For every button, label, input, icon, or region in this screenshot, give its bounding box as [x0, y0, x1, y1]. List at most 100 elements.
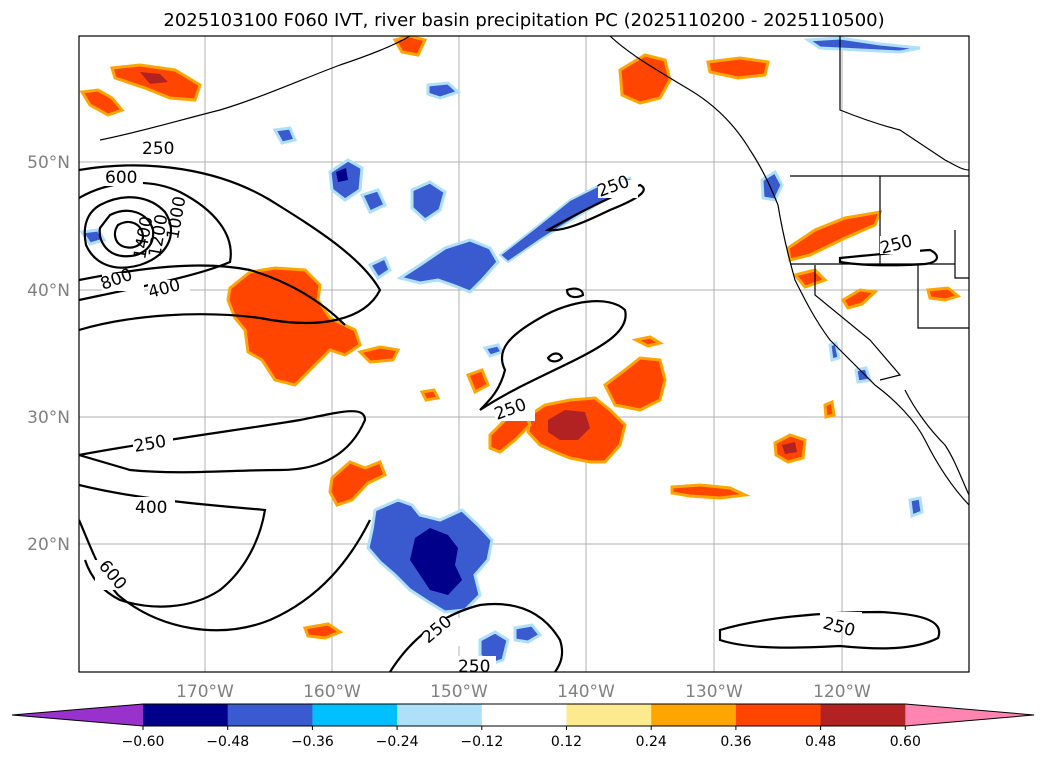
- colorbar-tick-label: −0.48: [206, 734, 249, 750]
- colorbar-swatch: [651, 704, 737, 726]
- precip-blob: [782, 442, 797, 454]
- coastline: [99, 36, 411, 141]
- precip-blob: [272, 126, 298, 145]
- precip-blob: [79, 88, 125, 117]
- colorbar-extend-high: [905, 704, 1034, 726]
- colorbar-swatch: [227, 704, 313, 726]
- colorbar-swatch: [735, 704, 822, 726]
- precip-blob: [336, 168, 348, 182]
- precip-blob: [631, 335, 664, 348]
- precip-blob: [603, 356, 667, 412]
- label-halo: [140, 139, 180, 157]
- colorbar-swatch: [397, 704, 483, 726]
- label-halo: [880, 236, 920, 254]
- precip-blob: [670, 483, 751, 500]
- ivt-contour: [79, 264, 346, 326]
- contour-label: 600: [105, 168, 137, 188]
- coastline: [904, 389, 969, 496]
- precip-blob: [367, 255, 392, 281]
- colorbar-swatch: [566, 704, 652, 726]
- precip-blob: [803, 36, 921, 54]
- precip-blob: [302, 622, 344, 640]
- precip-blob: [466, 368, 490, 395]
- label-halo: [133, 497, 175, 515]
- lat-label: 30°N: [27, 408, 70, 428]
- colorbar-tick-label: −0.36: [291, 734, 334, 750]
- label-halo: [456, 656, 496, 672]
- colorbar-tick-label: 0.36: [720, 734, 751, 750]
- precip-blob: [548, 410, 590, 440]
- lat-label: 20°N: [27, 535, 70, 555]
- ivt-contours: [79, 164, 941, 672]
- ivt-contour: [718, 610, 941, 650]
- colorbar-swatch: [312, 704, 398, 726]
- ivt-contour: [113, 220, 145, 249]
- precip-blob: [926, 286, 962, 302]
- colorbar-tick-label: 0.12: [551, 734, 582, 750]
- contour-label: 250: [142, 139, 174, 159]
- contour-label: 250: [458, 657, 490, 677]
- ivt-contour: [83, 196, 173, 269]
- ivt-contour: [544, 183, 645, 232]
- precip-blob: [359, 188, 387, 214]
- precip-blob: [226, 266, 362, 387]
- label-halo: [422, 618, 462, 646]
- precip-blob: [410, 528, 462, 595]
- ivt-contour: [98, 209, 155, 258]
- precip-blob: [786, 210, 883, 262]
- contour-label: 400: [135, 498, 167, 518]
- colorbar-tick-label: 0.48: [805, 734, 836, 750]
- colorbar-tick-label: 0.60: [890, 734, 921, 750]
- precip-blob: [706, 56, 770, 80]
- graticule: [79, 36, 969, 672]
- label-halo: [133, 433, 173, 451]
- coastline: [609, 36, 969, 506]
- label-halo: [495, 403, 535, 421]
- colorbar-tick-label: −0.24: [376, 734, 419, 750]
- ivt-contour: [79, 483, 267, 608]
- precip-blob: [419, 388, 441, 402]
- precip-blob: [792, 268, 828, 289]
- colorbar-swatch: [481, 704, 567, 726]
- precip-blob: [513, 623, 543, 644]
- precip-blob: [140, 72, 168, 84]
- colorbar-tick-label: −0.60: [122, 734, 165, 750]
- precip-blob: [426, 81, 461, 100]
- precip-blob: [854, 366, 872, 384]
- label-halo: [148, 280, 190, 298]
- colorbar-tick-label: 0.24: [636, 734, 667, 750]
- label-halo: [598, 180, 638, 198]
- longitude-labels: 170°W 160°W 150°W 140°W 130°W 120°W: [176, 682, 871, 702]
- colorbar-tick-label: −0.12: [460, 734, 503, 750]
- colorbar-swatch: [820, 704, 906, 726]
- coastlines: [99, 36, 969, 506]
- precip-blob: [328, 460, 387, 507]
- precip-blob: [618, 53, 672, 105]
- label-halo: [102, 273, 144, 291]
- ivt-contour: [79, 164, 382, 332]
- lon-label: 150°W: [430, 682, 488, 702]
- ivt-contour: [79, 410, 367, 474]
- coastline: [814, 265, 902, 381]
- lat-label: 40°N: [27, 281, 70, 301]
- colorbar-swatch: [143, 704, 229, 726]
- precip-blob: [823, 399, 836, 419]
- precip-blob: [396, 238, 500, 294]
- coastline: [839, 36, 969, 171]
- precip-blob: [840, 288, 879, 310]
- ivt-contour: [546, 352, 564, 363]
- ivt-contour: [565, 287, 585, 299]
- map-background: [79, 36, 969, 672]
- ivt-contour: [479, 300, 627, 411]
- lon-label: 170°W: [176, 682, 234, 702]
- coastline: [954, 230, 969, 279]
- map-title: 2025103100 F060 IVT, river basin precipi…: [163, 10, 884, 31]
- label-halo: [95, 560, 131, 590]
- precip-blob: [482, 343, 505, 358]
- coastline: [917, 264, 969, 329]
- lat-label: 50°N: [27, 153, 70, 173]
- precip-blob: [828, 341, 841, 362]
- colorbar-extend-low: [12, 704, 143, 726]
- colorbar: −0.60 −0.48 −0.36 −0.24 −0.12 0.12 0.24 0.36 0.4…: [11, 703, 1035, 750]
